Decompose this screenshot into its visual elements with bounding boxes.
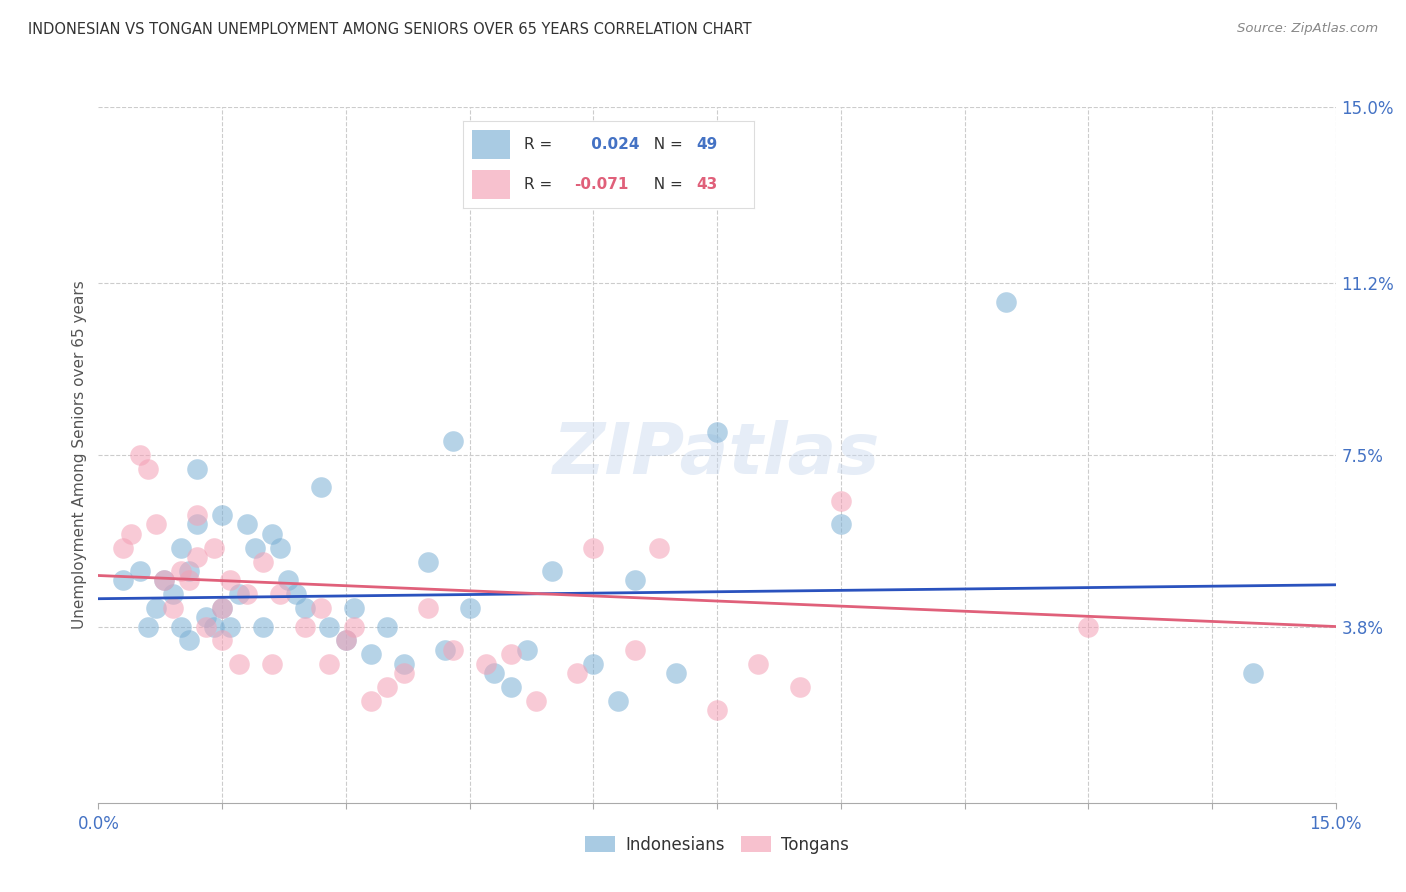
Point bbox=[541, 564, 564, 578]
Point bbox=[830, 517, 852, 532]
Point bbox=[145, 517, 167, 532]
Point bbox=[1241, 665, 1264, 680]
Point bbox=[475, 657, 498, 671]
Point bbox=[260, 657, 283, 671]
Point bbox=[343, 601, 366, 615]
Point bbox=[418, 601, 440, 615]
Point bbox=[211, 633, 233, 648]
Point bbox=[202, 541, 225, 555]
Point bbox=[441, 434, 464, 448]
Point bbox=[747, 657, 769, 671]
Point bbox=[179, 564, 201, 578]
Point bbox=[458, 601, 481, 615]
Point bbox=[228, 657, 250, 671]
Point bbox=[392, 657, 415, 671]
Point bbox=[136, 619, 159, 633]
Point bbox=[360, 694, 382, 708]
Point bbox=[136, 462, 159, 476]
Point bbox=[170, 541, 193, 555]
Point bbox=[153, 573, 176, 587]
Point bbox=[120, 526, 142, 541]
Point bbox=[392, 665, 415, 680]
Point bbox=[211, 508, 233, 523]
Point bbox=[285, 587, 308, 601]
Point bbox=[830, 494, 852, 508]
Point bbox=[219, 619, 242, 633]
Point bbox=[375, 680, 398, 694]
Point bbox=[128, 448, 150, 462]
Point bbox=[294, 619, 316, 633]
Point bbox=[186, 462, 208, 476]
Point bbox=[162, 587, 184, 601]
Point bbox=[484, 665, 506, 680]
Point bbox=[360, 648, 382, 662]
Point bbox=[186, 517, 208, 532]
Point bbox=[318, 657, 340, 671]
Legend: Indonesians, Tongans: Indonesians, Tongans bbox=[578, 830, 856, 861]
Point bbox=[994, 294, 1017, 309]
Point bbox=[269, 587, 291, 601]
Point bbox=[252, 619, 274, 633]
Point bbox=[294, 601, 316, 615]
Point bbox=[162, 601, 184, 615]
Point bbox=[418, 555, 440, 569]
Y-axis label: Unemployment Among Seniors over 65 years: Unemployment Among Seniors over 65 years bbox=[72, 281, 87, 629]
Point bbox=[516, 642, 538, 657]
Point bbox=[335, 633, 357, 648]
Point bbox=[145, 601, 167, 615]
Point bbox=[170, 619, 193, 633]
Point bbox=[186, 508, 208, 523]
Point bbox=[236, 517, 259, 532]
Point bbox=[186, 549, 208, 564]
Text: INDONESIAN VS TONGAN UNEMPLOYMENT AMONG SENIORS OVER 65 YEARS CORRELATION CHART: INDONESIAN VS TONGAN UNEMPLOYMENT AMONG … bbox=[28, 22, 752, 37]
Point bbox=[211, 601, 233, 615]
Point bbox=[252, 555, 274, 569]
Point bbox=[789, 680, 811, 694]
Point bbox=[277, 573, 299, 587]
Point bbox=[228, 587, 250, 601]
Point bbox=[318, 619, 340, 633]
Point bbox=[499, 648, 522, 662]
Point bbox=[565, 665, 588, 680]
Point bbox=[219, 573, 242, 587]
Point bbox=[194, 610, 217, 624]
Point bbox=[665, 665, 688, 680]
Point bbox=[211, 601, 233, 615]
Point bbox=[309, 480, 332, 494]
Text: ZIPatlas: ZIPatlas bbox=[554, 420, 880, 490]
Point bbox=[260, 526, 283, 541]
Point bbox=[236, 587, 259, 601]
Text: Source: ZipAtlas.com: Source: ZipAtlas.com bbox=[1237, 22, 1378, 36]
Point bbox=[128, 564, 150, 578]
Point bbox=[1077, 619, 1099, 633]
Point bbox=[623, 573, 645, 587]
Point bbox=[335, 633, 357, 648]
Point bbox=[524, 694, 547, 708]
Point bbox=[194, 619, 217, 633]
Point bbox=[706, 425, 728, 439]
Point bbox=[112, 541, 135, 555]
Point bbox=[309, 601, 332, 615]
Point bbox=[607, 694, 630, 708]
Point bbox=[243, 541, 266, 555]
Point bbox=[179, 573, 201, 587]
Point bbox=[375, 619, 398, 633]
Point bbox=[648, 541, 671, 555]
Point bbox=[153, 573, 176, 587]
Point bbox=[343, 619, 366, 633]
Point bbox=[623, 642, 645, 657]
Point bbox=[170, 564, 193, 578]
Point bbox=[269, 541, 291, 555]
Point bbox=[706, 703, 728, 717]
Point bbox=[202, 619, 225, 633]
Point bbox=[433, 642, 456, 657]
Point bbox=[112, 573, 135, 587]
Point bbox=[582, 657, 605, 671]
Point bbox=[179, 633, 201, 648]
Point bbox=[441, 642, 464, 657]
Point bbox=[582, 541, 605, 555]
Point bbox=[499, 680, 522, 694]
